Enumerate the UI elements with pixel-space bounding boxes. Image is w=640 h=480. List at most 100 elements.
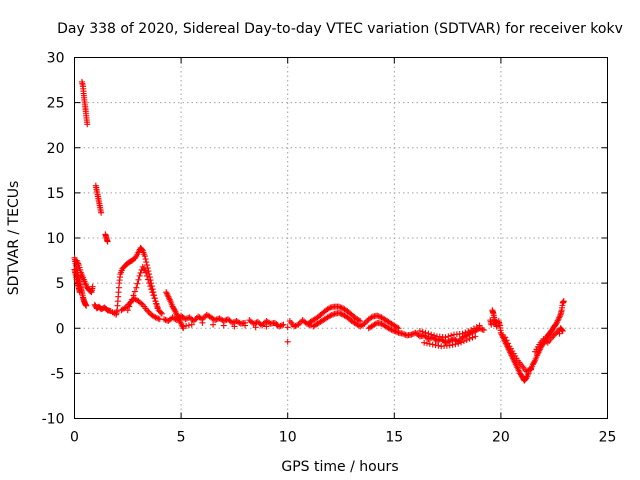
data-point [145, 308, 152, 315]
data-point [284, 324, 291, 331]
data-point [335, 309, 342, 316]
data-point [466, 335, 473, 342]
data-point [242, 322, 249, 329]
data-point [446, 342, 453, 349]
data-point [392, 328, 399, 335]
data-point [87, 288, 94, 295]
axis-ticks: 0 5 10 15 20 25 -10 -5 0 5 10 15 20 25 30 [42, 51, 617, 446]
data-point [148, 286, 155, 293]
data-point [142, 256, 149, 263]
data-point [327, 312, 334, 319]
data-point [368, 314, 375, 321]
data-point [448, 332, 455, 339]
data-point [463, 336, 470, 343]
data-point [253, 319, 260, 326]
data-point [152, 298, 159, 305]
data-point [141, 253, 148, 260]
data-point [391, 327, 398, 334]
data-point [442, 334, 449, 341]
y-tick-label: 30 [47, 51, 65, 67]
data-point [89, 283, 96, 290]
data-point [469, 334, 476, 341]
data-point [231, 323, 238, 330]
x-tick-label: 5 [177, 430, 186, 446]
data-point [389, 327, 396, 334]
data-point [337, 310, 344, 317]
data-point [133, 284, 140, 291]
data-point [199, 319, 206, 326]
data-point [147, 283, 154, 290]
data-point [280, 321, 287, 328]
data-point [415, 332, 422, 339]
y-tick-label: 0 [56, 321, 65, 337]
data-point [556, 330, 563, 337]
data-point [411, 330, 418, 337]
data-point [182, 316, 189, 323]
data-point [155, 315, 162, 322]
data-point [136, 272, 143, 279]
data-point [145, 276, 152, 283]
data-point [134, 280, 141, 287]
data-point [163, 317, 170, 324]
data-point [559, 327, 566, 334]
data-point [185, 315, 192, 322]
data-point [465, 328, 472, 335]
data-point [76, 289, 83, 296]
data-point [559, 327, 566, 334]
data-point [153, 315, 160, 322]
data-point [335, 303, 342, 310]
data-point [154, 304, 161, 311]
data-point [401, 331, 408, 338]
x-tick-label: 20 [492, 430, 510, 446]
data-point [503, 337, 510, 344]
data-point [185, 322, 192, 329]
data-point [212, 317, 219, 324]
data-points [71, 78, 567, 384]
data-point [146, 280, 153, 287]
data-point [531, 358, 538, 365]
data-point [149, 289, 156, 296]
data-point [172, 316, 179, 323]
data-point [462, 329, 469, 336]
data-point [337, 304, 344, 311]
x-tick-label: 25 [599, 430, 617, 446]
y-tick-label: -5 [51, 366, 65, 382]
data-point [325, 305, 332, 312]
data-point [330, 311, 337, 318]
data-point [428, 331, 435, 338]
data-point [435, 342, 442, 349]
data-point [394, 329, 401, 336]
data-point [210, 321, 217, 328]
data-point [197, 315, 204, 322]
data-point [445, 338, 452, 345]
data-point [127, 299, 134, 306]
data-point [502, 334, 509, 341]
data-point [375, 313, 382, 320]
data-point [387, 326, 394, 333]
data-point [138, 300, 145, 307]
data-point [419, 328, 426, 335]
data-point [458, 339, 465, 346]
data-point [449, 341, 456, 348]
y-tick-label: 20 [47, 141, 65, 157]
data-point [292, 322, 299, 329]
data-point [129, 296, 136, 303]
data-point [480, 327, 487, 334]
data-point [374, 312, 381, 319]
data-point [472, 333, 479, 340]
data-point [421, 339, 428, 346]
data-point [453, 337, 460, 344]
data-point [220, 322, 227, 329]
data-point [84, 121, 91, 128]
data-point [452, 341, 459, 348]
data-point [157, 309, 164, 316]
data-point [139, 246, 146, 253]
grid [74, 57, 608, 419]
data-point [98, 209, 105, 216]
data-point [135, 276, 142, 283]
data-point [126, 303, 133, 310]
data-point [229, 319, 236, 326]
data-point [543, 338, 550, 345]
data-point [455, 340, 462, 347]
